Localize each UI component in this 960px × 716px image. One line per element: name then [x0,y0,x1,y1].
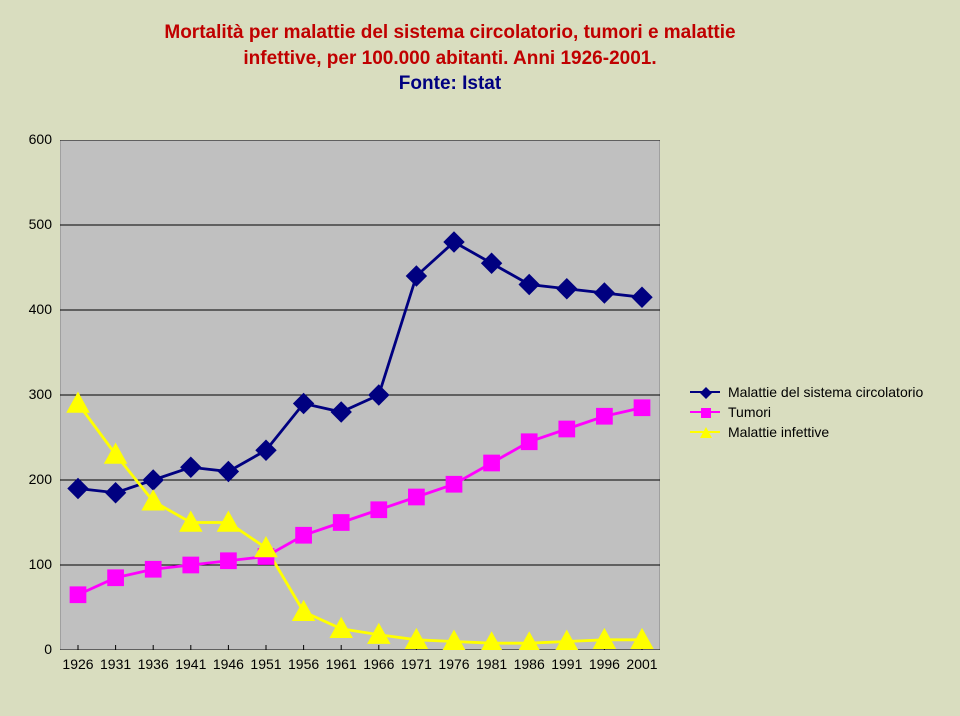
x-tick-label: 1936 [133,656,173,672]
legend-swatch-1 [690,411,720,413]
legend-swatch-0 [690,391,720,393]
legend-label-0: Malattie del sistema circolatorio [728,384,923,400]
page-root: Mortalità per malattie del sistema circo… [0,0,960,716]
x-tick-label: 1961 [321,656,361,672]
x-tick-label: 1941 [171,656,211,672]
legend-label-2: Malattie infettive [728,424,829,440]
x-tick-label: 1926 [58,656,98,672]
x-tick-label: 1976 [434,656,474,672]
chart-subtitle: Fonte: Istat [140,71,760,97]
y-tick-label: 100 [12,556,52,572]
x-tick-label: 1981 [472,656,512,672]
x-tick-label: 1966 [359,656,399,672]
legend-swatch-2 [690,431,720,433]
x-tick-label: 1986 [509,656,549,672]
legend-label-1: Tumori [728,404,771,420]
legend: Malattie del sistema circolatorio Tumori… [690,380,923,444]
x-tick-label: 1956 [284,656,324,672]
chart-title-line2: infettive, per 100.000 abitanti. Anni 19… [140,46,760,72]
chart-title-line1: Mortalità per malattie del sistema circo… [140,20,760,46]
x-tick-label: 1971 [396,656,436,672]
y-tick-label: 500 [12,216,52,232]
y-tick-label: 0 [12,641,52,657]
y-tick-label: 300 [12,386,52,402]
y-tick-label: 600 [12,131,52,147]
chart-svg [60,140,660,650]
y-tick-label: 200 [12,471,52,487]
legend-item-0: Malattie del sistema circolatorio [690,384,923,400]
x-tick-label: 2001 [622,656,662,672]
x-tick-label: 1931 [96,656,136,672]
x-tick-label: 1946 [208,656,248,672]
x-tick-label: 1996 [584,656,624,672]
x-tick-label: 1951 [246,656,286,672]
chart-area [60,140,660,655]
x-tick-label: 1991 [547,656,587,672]
chart-title-block: Mortalità per malattie del sistema circo… [140,20,760,97]
legend-item-1: Tumori [690,404,923,420]
legend-item-2: Malattie infettive [690,424,923,440]
y-tick-label: 400 [12,301,52,317]
